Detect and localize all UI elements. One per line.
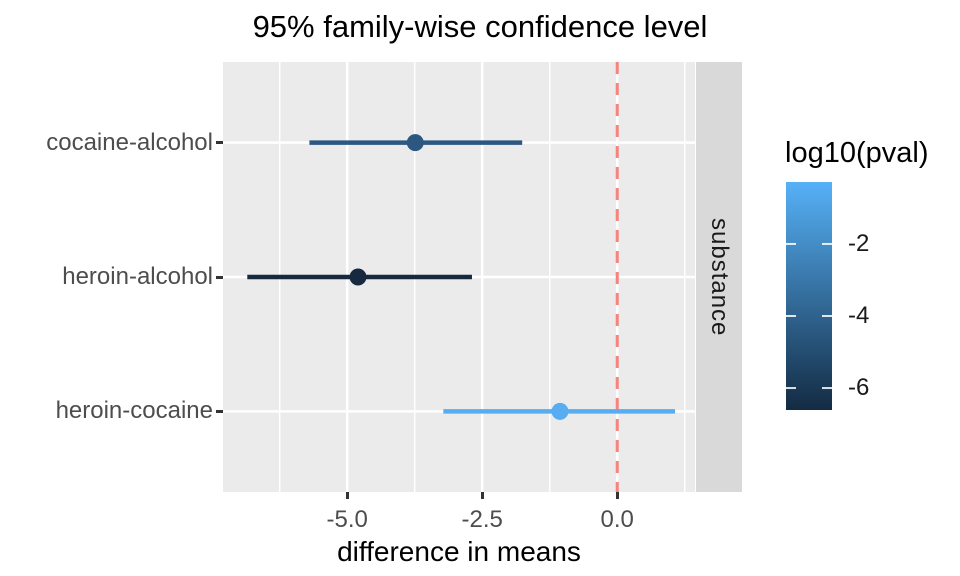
legend-tick-label: -4	[848, 301, 870, 329]
panel-canvas	[223, 62, 695, 492]
y-axis-tick	[216, 409, 223, 413]
legend-gradient-bar	[786, 182, 832, 410]
y-axis-tick	[216, 141, 223, 145]
x-axis-tick-label: 0.0	[600, 506, 634, 533]
y-axis-label: heroin-alcohol	[62, 263, 213, 290]
plot-panel	[223, 62, 695, 492]
x-axis-tick	[615, 492, 619, 499]
x-axis-tick	[345, 492, 349, 499]
facet-strip-label: substance	[706, 217, 733, 337]
legend-tick-label: -2	[848, 229, 870, 257]
x-axis-tick-label: -5.0	[326, 506, 368, 533]
legend-colorbar	[786, 182, 832, 410]
facet-strip: substance	[696, 62, 742, 492]
x-axis-title: difference in means	[337, 536, 581, 567]
y-axis-label: cocaine-alcohol	[46, 128, 213, 156]
y-axis-label: heroin-cocaine	[55, 397, 213, 425]
mean-point	[406, 134, 424, 152]
y-axis-tick	[216, 275, 223, 279]
mean-point	[349, 268, 367, 286]
mean-point	[551, 402, 569, 420]
legend-title: log10(pval)	[785, 137, 929, 169]
plot-title: 95% family-wise confidence level	[252, 9, 708, 44]
x-axis-tick-label: -2.5	[461, 506, 503, 533]
legend-tick-label: -6	[848, 374, 870, 402]
x-axis-tick	[480, 492, 484, 499]
